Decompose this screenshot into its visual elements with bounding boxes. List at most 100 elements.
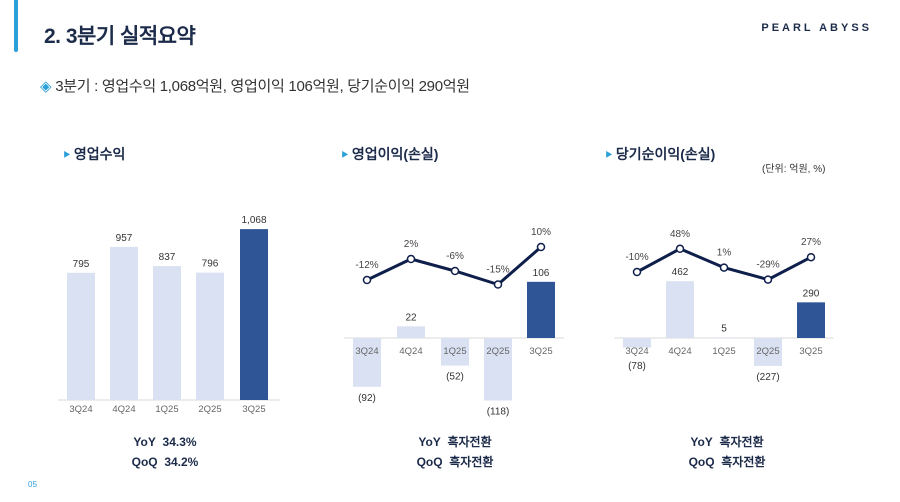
bar-2Q25 xyxy=(754,338,782,366)
category-label: 3Q25 xyxy=(242,404,265,415)
operating-footer: YoY 흑자전환 QoQ 흑자전환 xyxy=(375,432,535,472)
margin-point xyxy=(406,254,416,264)
category-label: 4Q24 xyxy=(668,346,691,357)
arrow-icon: ⯈ xyxy=(62,150,71,162)
margin-label: 10% xyxy=(531,227,551,238)
category-label: 1Q25 xyxy=(443,346,466,357)
category-label: 2Q25 xyxy=(756,346,779,357)
yoy-value: 흑자전환 xyxy=(447,435,492,449)
category-label: 3Q24 xyxy=(355,346,378,357)
bar-3Q24 xyxy=(353,338,381,387)
value-label: (118) xyxy=(487,407,510,418)
margin-label: 48% xyxy=(670,229,690,240)
value-label: (52) xyxy=(446,372,464,383)
yoy-label: YoY xyxy=(690,435,713,449)
margin-point xyxy=(675,244,685,254)
bar-3Q25 xyxy=(527,281,555,338)
chart-title-revenue: ⯈ 영업수익 xyxy=(62,144,125,164)
yoy-row: YoY 34.3% xyxy=(85,432,245,452)
margin-point xyxy=(493,280,503,289)
diamond-arrow-icon: ◈ xyxy=(40,78,52,95)
qoq-value: 34.2% xyxy=(164,455,199,469)
chart-title-text: 영업이익(손실) xyxy=(351,146,439,162)
category-label: 3Q25 xyxy=(529,346,552,357)
qoq-value: 흑자전환 xyxy=(721,455,766,469)
arrow-icon: ⯈ xyxy=(604,150,613,162)
bar-1Q25 xyxy=(710,337,738,338)
value-label: 22 xyxy=(405,312,417,323)
qoq-value: 흑자전환 xyxy=(449,455,494,469)
unit-note: (단위: 억원, %) xyxy=(762,164,826,175)
margin-point xyxy=(362,275,372,285)
value-label: (227) xyxy=(756,372,779,383)
bar-4Q24 xyxy=(397,326,425,338)
category-label: 2Q25 xyxy=(486,346,509,357)
chart-title-net-income: ⯈ 당기순이익(손실) xyxy=(604,144,715,164)
summary-text: 3분기 : 영업수익 1,068억원, 영업이익 106억원, 당기순이익 29… xyxy=(55,78,470,95)
qoq-label: QoQ xyxy=(416,455,443,469)
yoy-row: YoY 흑자전환 xyxy=(647,432,807,452)
margin-label: -6% xyxy=(446,251,464,262)
value-label: 957 xyxy=(116,233,133,244)
value-label: 290 xyxy=(803,288,820,299)
qoq-row: QoQ 흑자전환 xyxy=(375,452,535,472)
value-label: 5 xyxy=(721,323,727,334)
value-label: 796 xyxy=(202,259,219,270)
qoq-row: QoQ 34.2% xyxy=(85,452,245,472)
arrow-icon: ⯈ xyxy=(340,150,349,162)
bar-2Q25 xyxy=(196,272,224,400)
yoy-row: YoY 흑자전환 xyxy=(375,432,535,452)
title-accent-bar xyxy=(14,0,18,52)
value-label: 795 xyxy=(73,259,90,270)
margin-label: -12% xyxy=(355,260,378,271)
margin-label: 27% xyxy=(801,237,821,248)
page-number: 05 xyxy=(28,480,37,489)
chart-title-operating-income: ⯈ 영업이익(손실) xyxy=(340,144,438,164)
bar-3Q24 xyxy=(67,272,95,400)
bar-1Q25 xyxy=(441,338,469,366)
bar-3Q24 xyxy=(623,338,651,348)
value-label: 837 xyxy=(159,252,176,263)
bar-3Q25 xyxy=(797,302,825,338)
value-label: 106 xyxy=(533,268,550,279)
yoy-value: 흑자전환 xyxy=(719,435,764,449)
category-label: 1Q25 xyxy=(155,404,178,415)
category-label: 1Q25 xyxy=(712,346,735,357)
chart-title-text: 당기순이익(손실) xyxy=(615,146,716,162)
margin-point xyxy=(719,263,729,272)
net-footer: YoY 흑자전환 QoQ 흑자전환 xyxy=(647,432,807,472)
yoy-label: YoY xyxy=(418,435,441,449)
margin-label: 1% xyxy=(717,248,732,259)
chart-title-text: 영업수익 xyxy=(73,146,126,162)
qoq-label: QoQ xyxy=(131,455,158,469)
value-label: (92) xyxy=(358,393,376,404)
category-label: 3Q24 xyxy=(625,346,648,357)
margin-point xyxy=(536,242,546,252)
pearl-abyss-logo: PEARL ABYSS xyxy=(761,22,872,34)
bar-4Q24 xyxy=(110,246,138,400)
margin-label: 2% xyxy=(404,239,419,250)
margin-label: -15% xyxy=(486,265,509,276)
revenue-footer: YoY 34.3% QoQ 34.2% xyxy=(85,432,245,472)
margin-label: -10% xyxy=(625,252,648,263)
margin-point xyxy=(763,275,773,284)
qoq-label: QoQ xyxy=(688,455,715,469)
page-title: 2. 3분기 실적요약 xyxy=(44,25,196,48)
value-label: 1,068 xyxy=(241,215,266,226)
category-label: 4Q24 xyxy=(112,404,135,415)
category-label: 3Q25 xyxy=(799,346,822,357)
bar-2Q25 xyxy=(484,338,512,401)
bar-3Q25 xyxy=(240,229,268,400)
margin-point xyxy=(806,252,816,262)
yoy-value: 34.3% xyxy=(162,435,197,449)
bar-4Q24 xyxy=(666,281,694,338)
margin-point xyxy=(632,267,642,277)
category-label: 3Q24 xyxy=(69,404,92,415)
yoy-label: YoY xyxy=(133,435,156,449)
bar-1Q25 xyxy=(153,266,181,400)
category-label: 2Q25 xyxy=(198,404,221,415)
value-label: 462 xyxy=(672,267,689,278)
margin-label: -29% xyxy=(756,260,779,271)
qoq-row: QoQ 흑자전환 xyxy=(647,452,807,472)
